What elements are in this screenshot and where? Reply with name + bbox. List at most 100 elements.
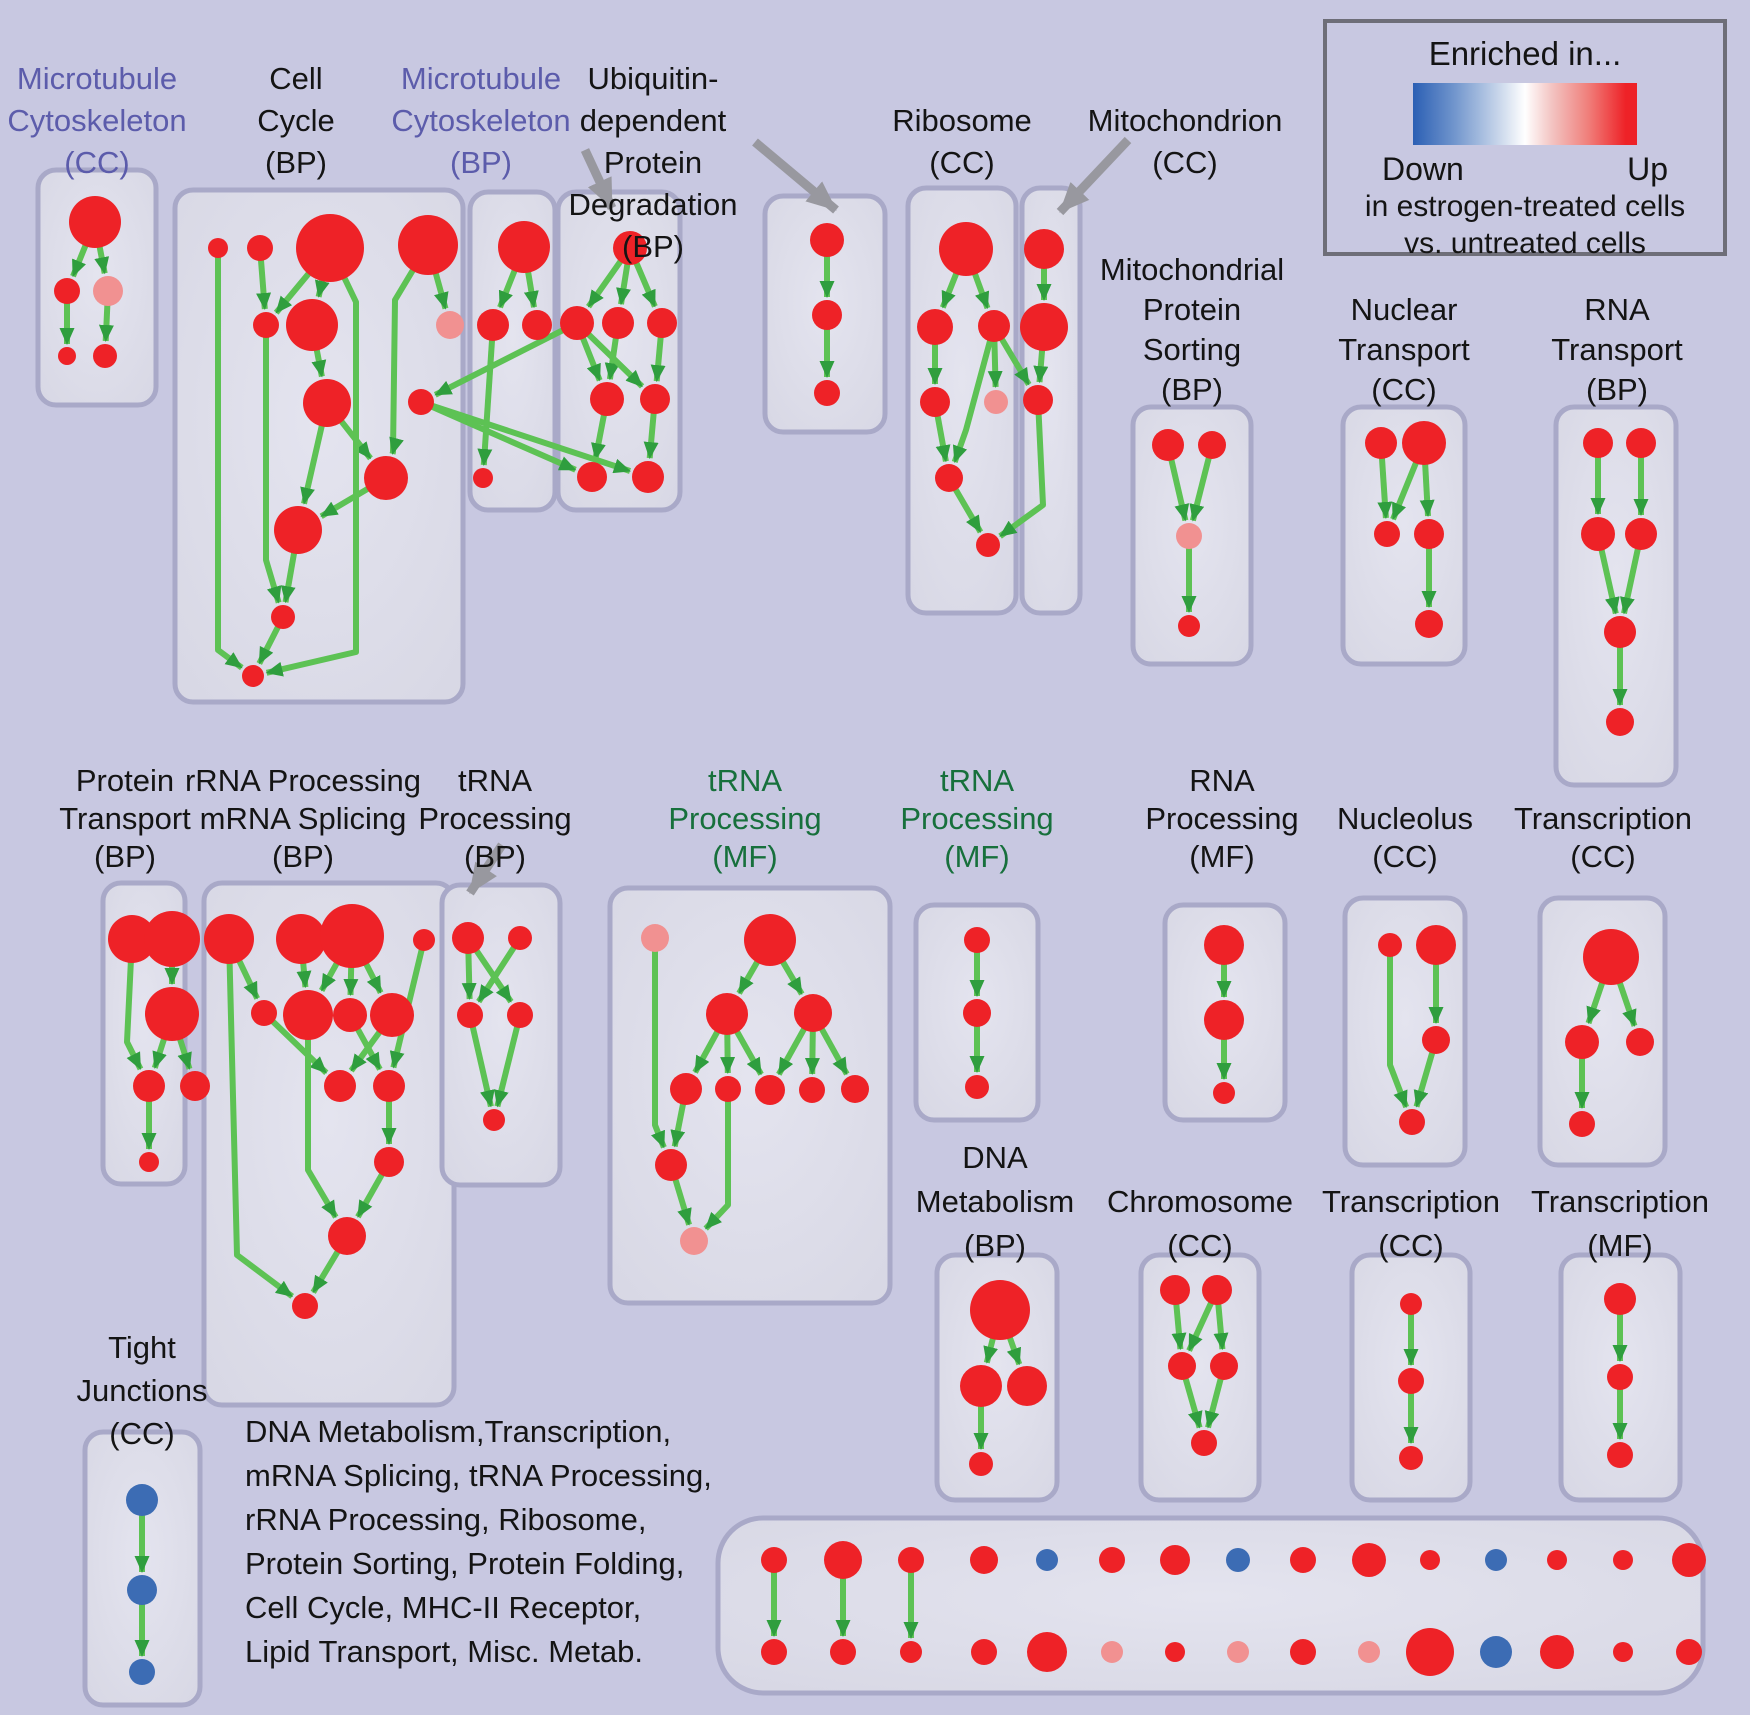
edge-arrow (1390, 460, 1420, 521)
go-term-node (1374, 521, 1400, 547)
edge-arrow (476, 944, 518, 1004)
edge-arrow (983, 1336, 998, 1364)
go-term-node (1204, 1000, 1244, 1040)
edge-arrow (124, 960, 144, 1071)
go-term-node (408, 389, 434, 415)
edge-arrow (256, 258, 272, 310)
go-term-node (1626, 428, 1656, 458)
go-term-node (1101, 1641, 1123, 1663)
edge-arrow (1616, 980, 1638, 1027)
edge-arrow (461, 951, 477, 1000)
go-term-node (1198, 431, 1226, 459)
edge-arrow (779, 959, 805, 996)
go-term-node (963, 999, 991, 1027)
edge-arrow (432, 271, 449, 310)
edge-arrow (736, 959, 761, 995)
go-term-node (799, 1077, 825, 1103)
go-term-node (1583, 929, 1639, 985)
edge-arrow (1213, 1302, 1229, 1351)
go-term-node (1023, 385, 1053, 415)
go-term-node (54, 278, 80, 304)
go-term-node (824, 1541, 862, 1579)
go-term-node (93, 276, 123, 306)
go-term-node (830, 1639, 856, 1665)
edge-arrow (616, 262, 631, 306)
edge-arrow (670, 1102, 687, 1148)
go-term-node (127, 1575, 157, 1605)
edge-arrow (226, 961, 294, 1299)
go-term-node (373, 1070, 405, 1102)
edge-arrow (310, 1249, 341, 1294)
label-pointer-arrow (580, 148, 617, 210)
go-term-node (276, 914, 326, 964)
go-term-node (978, 310, 1010, 342)
go-term-node (1422, 1026, 1450, 1054)
go-term-node (1178, 615, 1200, 637)
go-term-node (984, 390, 1008, 414)
go-term-node (602, 307, 634, 339)
go-term-node (1604, 1283, 1636, 1315)
edge-arrow (1189, 455, 1213, 522)
go-term-node (1416, 925, 1456, 965)
edge-arrow (318, 960, 341, 992)
edge-arrow (579, 335, 603, 382)
legend-title: Enriched in... (1428, 35, 1622, 72)
go-term-node (744, 914, 796, 966)
edge-arrow (1598, 547, 1620, 615)
edge-arrow (319, 485, 371, 519)
edge-arrow (998, 336, 1032, 387)
go-term-node (641, 924, 669, 952)
edge-arrow (934, 414, 951, 463)
edge-arrow (971, 271, 991, 310)
go-term-node (374, 1147, 404, 1177)
go-term-node (1414, 519, 1444, 549)
go-term-node (761, 1639, 787, 1665)
go-term-node (283, 990, 333, 1040)
edge-arrow (987, 339, 1003, 388)
edge-arrow (269, 1018, 329, 1075)
go-term-node (755, 1075, 785, 1105)
go-term-node (1202, 1275, 1232, 1305)
go-term-node (706, 993, 748, 1035)
edge-arrow (98, 303, 114, 342)
edge-arrow (1186, 1300, 1215, 1352)
go-term-node (247, 235, 273, 261)
go-term-node (1165, 1642, 1185, 1662)
go-term-node (1398, 1368, 1424, 1394)
go-term-node (647, 308, 677, 338)
edge-arrow (215, 256, 244, 671)
go-term-node (680, 1227, 708, 1255)
go-term-node (715, 1076, 741, 1102)
go-term-node (655, 1149, 687, 1181)
go-term-node (1290, 1639, 1316, 1665)
edge-arrow (477, 338, 496, 466)
go-term-node (1210, 1352, 1238, 1380)
go-term-node (364, 456, 408, 500)
go-term-node (1672, 1543, 1706, 1577)
go-term-node (640, 384, 670, 414)
go-term-node (1204, 925, 1244, 965)
edge-arrow (176, 1036, 193, 1070)
edge-arrow (998, 412, 1046, 539)
go-term-node (1176, 523, 1202, 549)
go-term-node (577, 462, 607, 492)
go-term-node (841, 1075, 869, 1103)
go-term-node (413, 929, 435, 951)
go-term-node (976, 533, 1000, 557)
label-pointer-arrow (466, 842, 506, 896)
go-term-node (1290, 1547, 1316, 1573)
go-term-node (1402, 421, 1446, 465)
edge-arrow (1377, 456, 1393, 519)
edge-arrow (265, 275, 359, 677)
edge-arrow (305, 1038, 339, 1219)
go-term-node (333, 998, 367, 1032)
go-term-node (204, 914, 254, 964)
edge-arrow (951, 338, 994, 463)
go-term-node (1613, 1550, 1633, 1570)
go-term-node (1007, 1366, 1047, 1406)
edge-arrow (818, 1026, 850, 1076)
edge-arrow (591, 413, 608, 461)
go-term-node (208, 238, 228, 258)
edge-arrow (256, 624, 282, 665)
go-term-node (814, 380, 840, 406)
